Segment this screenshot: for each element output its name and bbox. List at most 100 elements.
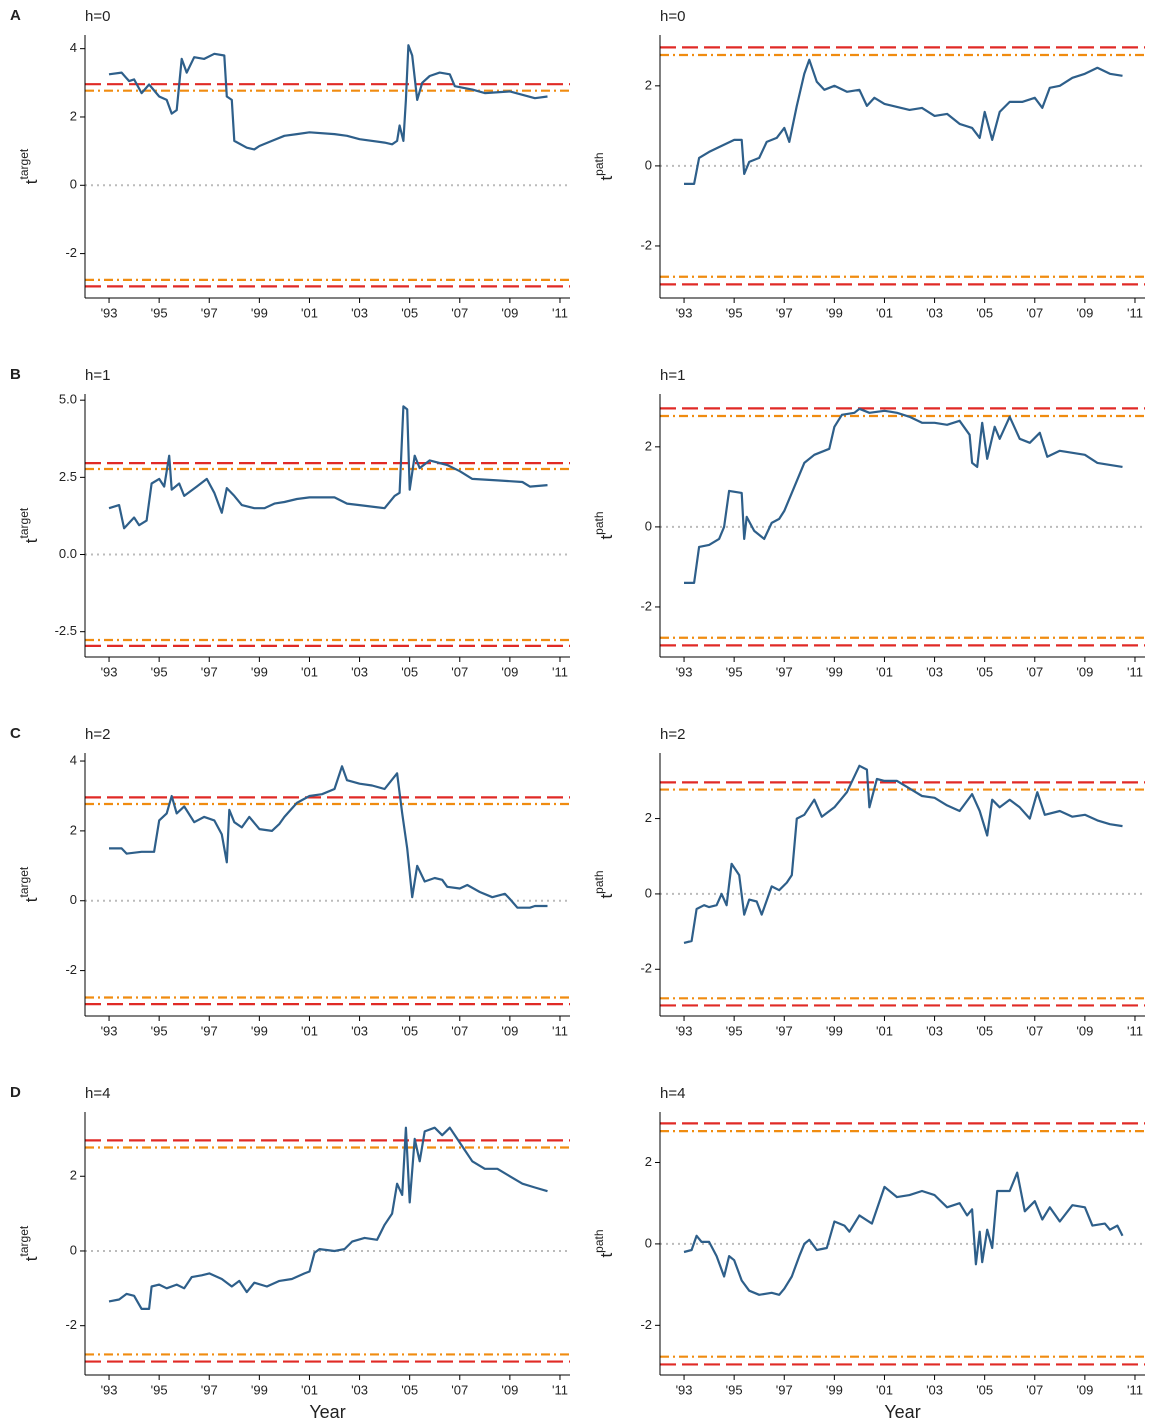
x-tick-label: '99: [251, 664, 268, 679]
x-tick-label: '93: [101, 1023, 118, 1038]
data-line: [108, 405, 548, 530]
y-tick-label: 0: [70, 1242, 77, 1257]
panel-title: h=2: [660, 726, 685, 743]
y-label-sup: target: [17, 507, 31, 538]
y-tick-label: 2: [645, 1154, 652, 1169]
x-tick-label: '99: [826, 664, 843, 679]
y-label-sup: path: [592, 152, 606, 175]
panel-title: h=4: [85, 1085, 110, 1102]
data-line: [683, 1171, 1124, 1296]
y-tick-label: -2: [65, 245, 77, 260]
x-tick-label: '11: [552, 664, 568, 679]
x-tick-label: '93: [676, 1023, 693, 1038]
x-tick-label: '11: [1127, 305, 1143, 320]
y-axis-label: ttarget: [17, 507, 41, 543]
y-tick-label: 0: [645, 1235, 652, 1250]
y-label-base: t: [22, 1256, 41, 1261]
y-axis-label: tpath: [592, 152, 616, 180]
panel-label: C: [10, 725, 21, 742]
x-tick-label: '07: [1026, 305, 1043, 320]
y-label-sup: path: [592, 1229, 606, 1252]
x-tick-label: '09: [501, 1382, 518, 1397]
x-tick-label: '05: [401, 1382, 418, 1397]
x-tick-label: '11: [552, 1023, 568, 1038]
x-tick-label: '93: [101, 305, 118, 320]
x-tick-label: '03: [926, 664, 943, 679]
x-tick-label: '03: [351, 664, 368, 679]
x-tick-label: '09: [501, 1023, 518, 1038]
y-tick-label: 4: [70, 40, 77, 55]
y-tick-label: 0: [645, 885, 652, 900]
x-tick-label: '93: [101, 1382, 118, 1397]
x-tick-label: '07: [451, 305, 468, 320]
y-tick-label: -2: [640, 1317, 652, 1332]
data-line: [108, 44, 548, 151]
x-tick-label: '03: [926, 1023, 943, 1038]
x-tick-label: '11: [552, 1382, 568, 1397]
x-tick-label: '01: [301, 1023, 318, 1038]
y-label-sup: path: [592, 511, 606, 534]
x-tick-label: '09: [1076, 664, 1093, 679]
panel-title: h=0: [85, 8, 110, 25]
y-axis-label: ttarget: [17, 148, 41, 184]
x-tick-label: '05: [976, 1382, 993, 1397]
data-line: [684, 58, 1123, 185]
x-tick-label: '11: [552, 305, 568, 320]
x-tick-label: '97: [201, 305, 218, 320]
x-tick-label: '01: [876, 1023, 893, 1038]
x-axis-label: Year: [884, 1402, 920, 1422]
y-label-sup: target: [17, 1225, 31, 1256]
y-tick-label: -2: [65, 962, 77, 977]
x-tick-label: '01: [301, 664, 318, 679]
y-axis-label: ttarget: [17, 1225, 41, 1261]
x-tick-label: '09: [1076, 305, 1093, 320]
x-tick-label: '11: [1127, 664, 1143, 679]
x-tick-label: '11: [1127, 1023, 1143, 1038]
y-tick-label: 0: [645, 157, 652, 172]
y-axis-label: tpath: [592, 511, 616, 539]
data-line: [109, 765, 548, 909]
x-tick-label: '97: [201, 664, 218, 679]
x-tick-label: '99: [826, 305, 843, 320]
x-tick-label: '05: [401, 664, 418, 679]
y-tick-label: -2: [640, 961, 652, 976]
data-line: [684, 407, 1123, 584]
x-tick-label: '09: [1076, 1382, 1093, 1397]
panel-title: h=0: [660, 8, 685, 25]
y-tick-label: -2: [640, 598, 652, 613]
y-tick-label: 2.5: [59, 469, 77, 484]
x-tick-label: '97: [776, 305, 793, 320]
y-label-sup: path: [592, 870, 606, 893]
data-line: [108, 1126, 548, 1310]
x-tick-label: '93: [676, 305, 693, 320]
x-tick-label: '07: [1026, 664, 1043, 679]
x-tick-label: '95: [151, 1382, 168, 1397]
y-tick-label: -2: [640, 237, 652, 252]
y-axis-label: tpath: [592, 870, 616, 898]
x-tick-label: '07: [1026, 1023, 1043, 1038]
y-axis-label: ttarget: [17, 866, 41, 902]
y-label-base: t: [22, 538, 41, 543]
x-tick-label: '99: [826, 1023, 843, 1038]
x-tick-label: '05: [976, 305, 993, 320]
x-tick-label: '99: [251, 1023, 268, 1038]
x-tick-label: '93: [676, 664, 693, 679]
y-tick-label: 2: [645, 810, 652, 825]
x-tick-label: '05: [401, 1023, 418, 1038]
x-tick-label: '03: [351, 1023, 368, 1038]
y-label-sup: target: [17, 148, 31, 179]
x-tick-label: '03: [926, 1382, 943, 1397]
x-tick-label: '07: [451, 664, 468, 679]
y-tick-label: -2: [65, 1317, 77, 1332]
x-tick-label: '99: [826, 1382, 843, 1397]
panel-label: B: [10, 366, 21, 383]
x-tick-label: '07: [451, 1023, 468, 1038]
x-tick-label: '97: [776, 664, 793, 679]
y-tick-label: 0: [70, 177, 77, 192]
x-tick-label: '97: [201, 1023, 218, 1038]
y-tick-label: 2: [645, 77, 652, 92]
y-tick-label: 2: [70, 822, 77, 837]
y-tick-label: 2: [70, 1168, 77, 1183]
x-tick-label: '01: [876, 305, 893, 320]
